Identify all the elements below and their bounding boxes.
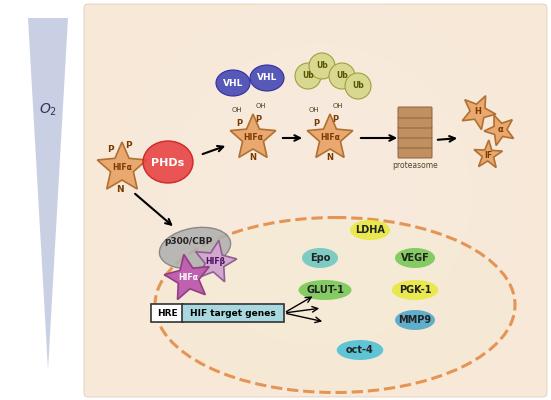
Circle shape	[345, 73, 371, 99]
Text: N: N	[116, 186, 124, 194]
Text: Epo: Epo	[310, 253, 330, 263]
Circle shape	[309, 53, 335, 79]
Text: Ub: Ub	[352, 82, 364, 90]
Ellipse shape	[250, 65, 284, 91]
FancyBboxPatch shape	[398, 127, 432, 138]
Text: OH: OH	[309, 107, 320, 113]
Ellipse shape	[337, 340, 383, 360]
Ellipse shape	[392, 280, 438, 300]
Polygon shape	[196, 240, 237, 282]
Text: P: P	[125, 142, 131, 150]
Text: HIFα: HIFα	[320, 134, 340, 142]
Ellipse shape	[299, 280, 352, 300]
Text: HIFα: HIFα	[243, 134, 263, 142]
Polygon shape	[98, 142, 147, 189]
Text: α: α	[497, 126, 503, 134]
FancyBboxPatch shape	[398, 107, 432, 118]
Text: VEGF: VEGF	[401, 253, 429, 263]
Ellipse shape	[143, 141, 193, 183]
Text: proteasome: proteasome	[392, 162, 438, 170]
FancyBboxPatch shape	[151, 304, 183, 322]
Text: GLUT-1: GLUT-1	[306, 285, 344, 295]
Polygon shape	[28, 18, 68, 370]
Text: MMP9: MMP9	[398, 315, 431, 325]
Text: HIFα: HIFα	[178, 274, 198, 282]
Text: HIFα: HIFα	[112, 164, 132, 172]
FancyBboxPatch shape	[182, 304, 284, 322]
Text: P: P	[313, 118, 319, 128]
Text: Ub: Ub	[336, 72, 348, 80]
Text: IF: IF	[484, 150, 492, 160]
Ellipse shape	[395, 248, 435, 268]
FancyBboxPatch shape	[398, 137, 432, 148]
Text: N: N	[250, 154, 257, 162]
Text: P: P	[236, 118, 242, 128]
Ellipse shape	[159, 227, 231, 269]
Text: p300/CBP: p300/CBP	[164, 238, 212, 246]
Text: OH: OH	[231, 107, 242, 113]
Text: oct-4: oct-4	[346, 345, 374, 355]
Text: Ub: Ub	[302, 72, 314, 80]
Text: P: P	[332, 116, 338, 124]
Circle shape	[120, 0, 520, 395]
Text: PHDs: PHDs	[152, 158, 185, 168]
Text: OH: OH	[256, 103, 266, 109]
Ellipse shape	[216, 70, 250, 96]
Circle shape	[295, 63, 321, 89]
Circle shape	[170, 45, 470, 345]
FancyBboxPatch shape	[398, 117, 432, 128]
Polygon shape	[307, 114, 353, 158]
FancyBboxPatch shape	[398, 147, 432, 158]
Text: HIFβ: HIFβ	[205, 258, 225, 266]
Text: HRE: HRE	[156, 308, 177, 318]
Text: HIF target genes: HIF target genes	[190, 308, 276, 318]
Polygon shape	[164, 254, 209, 300]
Text: VHL: VHL	[223, 78, 243, 88]
Text: P: P	[107, 146, 114, 154]
Text: N: N	[327, 154, 333, 162]
FancyBboxPatch shape	[84, 4, 547, 397]
Polygon shape	[462, 96, 496, 130]
Text: VHL: VHL	[257, 74, 277, 82]
Ellipse shape	[302, 248, 338, 268]
Ellipse shape	[155, 218, 515, 392]
Circle shape	[329, 63, 355, 89]
Text: LDHA: LDHA	[355, 225, 385, 235]
Text: $O_2$: $O_2$	[39, 102, 57, 118]
Text: P: P	[255, 116, 261, 124]
Text: PGK-1: PGK-1	[399, 285, 431, 295]
Polygon shape	[474, 140, 503, 168]
Ellipse shape	[395, 310, 435, 330]
Polygon shape	[230, 114, 276, 158]
Ellipse shape	[350, 220, 390, 240]
Text: H: H	[474, 108, 482, 116]
Polygon shape	[484, 115, 514, 146]
Text: OH: OH	[333, 103, 343, 109]
Text: Ub: Ub	[316, 62, 328, 70]
